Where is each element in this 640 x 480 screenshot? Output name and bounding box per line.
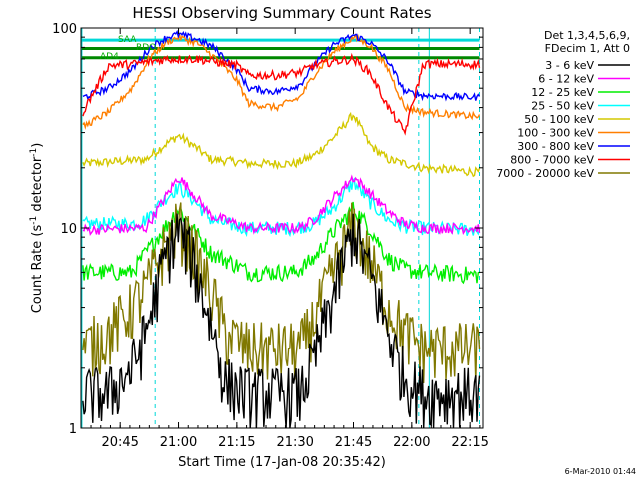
annotation-saa: SAA <box>118 35 137 45</box>
x-tick-label-4: 21:45 <box>335 435 372 450</box>
plot-timestamp: 6-Mar-2010 01:44 <box>565 467 636 476</box>
x-axis-ticks: 20:45 21:00 21:15 21:30 21:45 22:00 22:15 <box>90 28 489 450</box>
legend-label-5: 100 - 300 keV <box>517 127 594 140</box>
y-tick-label-2: 100 <box>52 22 77 37</box>
y-tick-label-0: 1 <box>69 422 77 437</box>
x-tick-label-6: 22:15 <box>451 435 488 450</box>
y-axis-label-mid: detector <box>30 156 45 216</box>
x-tick-label-5: 22:00 <box>393 435 430 450</box>
y-axis-label-main: Count Rate (s <box>30 225 45 314</box>
legend-label-6: 300 - 800 keV <box>517 140 594 153</box>
annotation-ad4: AD4 <box>100 52 119 62</box>
annotation-rdo: RDO <box>136 43 156 53</box>
legend-label-8: 7000 - 20000 keV <box>496 167 594 180</box>
legend-label-3: 25 - 50 keV <box>531 100 594 113</box>
legend-header-line-2: FDecim 1, Att 0 <box>545 42 630 55</box>
y-tick-label-1: 10 <box>60 222 77 237</box>
legend-label-1: 6 - 12 keV <box>538 73 594 86</box>
y-axis-label-sup1: -1 <box>29 216 39 225</box>
x-tick-label-1: 21:00 <box>160 435 197 450</box>
series-group <box>81 28 481 428</box>
series-line-6 <box>82 29 481 102</box>
y-axis-label-end: ) <box>30 143 45 148</box>
series-line-5 <box>82 33 481 130</box>
series-line-0 <box>82 213 481 428</box>
series-line-4 <box>82 111 481 178</box>
series-line-2 <box>82 201 480 285</box>
series-line-7 <box>82 52 481 136</box>
y-axis-ticks: 1 10 100 <box>52 22 483 437</box>
chart-title: HESSI Observing Summary Count Rates <box>132 4 431 22</box>
legend-label-0: 3 - 6 keV <box>545 59 594 72</box>
y-axis-label: Count Rate (s-1 detector-1) <box>29 143 45 314</box>
x-axis-label: Start Time (17-Jan-08 20:35:42) <box>178 455 386 470</box>
plot-area <box>81 28 481 428</box>
legend: Det 1,3,4,5,6,9, FDecim 1, Att 0 3 - 6 k… <box>496 29 630 180</box>
legend-label-4: 50 - 100 keV <box>524 113 594 126</box>
y-axis-label-sup2: -1 <box>29 148 39 157</box>
legend-label-2: 12 - 25 keV <box>531 86 594 99</box>
legend-label-7: 800 - 7000 keV <box>510 154 594 167</box>
series-line-1 <box>82 174 481 236</box>
series-line-8 <box>82 202 481 384</box>
legend-header-line-1: Det 1,3,4,5,6,9, <box>544 29 630 42</box>
x-tick-label-3: 21:30 <box>276 435 313 450</box>
x-tick-label-0: 20:45 <box>101 435 138 450</box>
x-tick-label-2: 21:15 <box>218 435 255 450</box>
